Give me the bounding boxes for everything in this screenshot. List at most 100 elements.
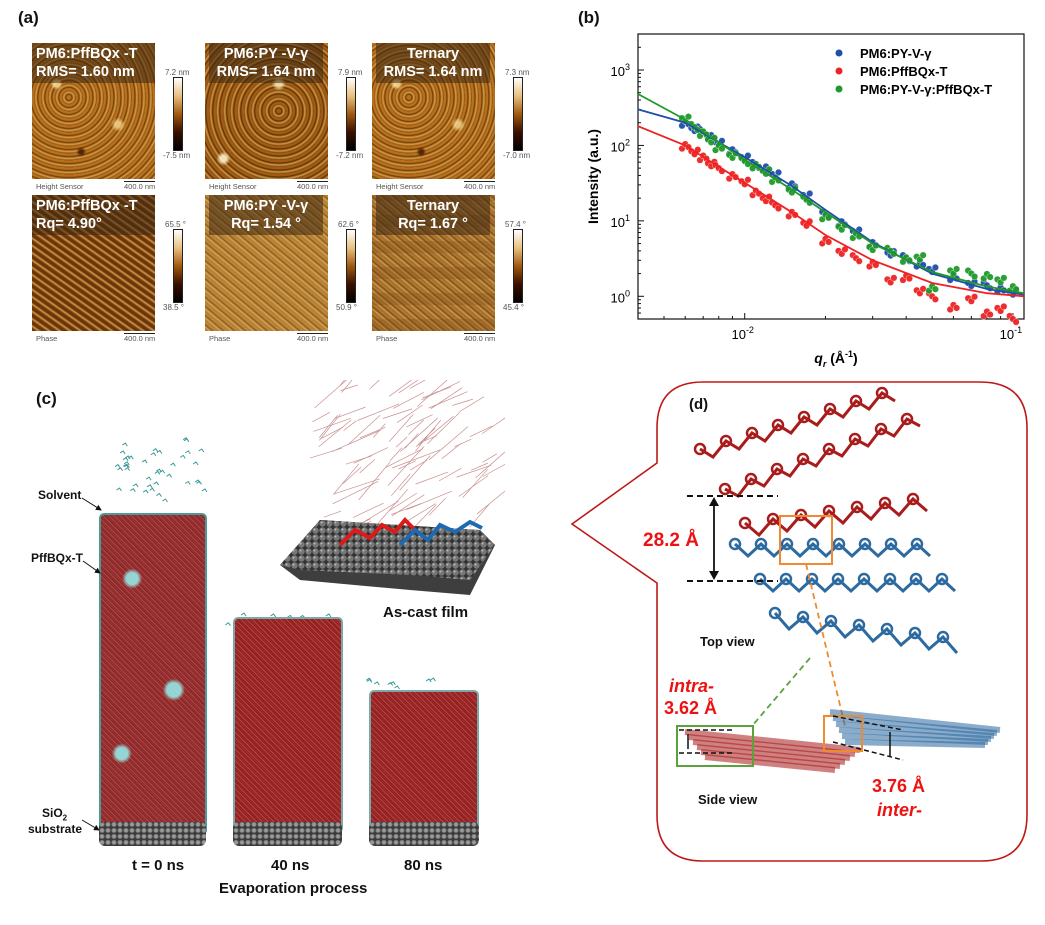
intra-highlight-box (676, 725, 754, 767)
solvent-molecule (142, 489, 149, 494)
fit-line (637, 93, 1025, 295)
color-scale-max: 7.2 nm (165, 68, 190, 77)
polymer-chain (309, 447, 342, 459)
solvent-molecule (132, 483, 139, 488)
afm-image-label: PM6:PY -V-γ RMS= 1.64 nm (209, 43, 323, 83)
polymer-chain (390, 474, 411, 497)
pffbqx-label: PffBQx-T (31, 551, 83, 565)
legend-marker (835, 85, 843, 93)
inter-distance-value: 3.76 Å (872, 776, 926, 796)
polymer-chain (456, 464, 492, 478)
data-point (890, 274, 898, 282)
afm-image-phase-1: PM6:PffBQx -T Rq= 4.90° (32, 195, 155, 331)
image-channel-caption: Phase (376, 334, 398, 343)
data-point (825, 238, 833, 246)
color-scale-min: 38.5 ° (163, 303, 184, 312)
x-axis-label: qr (Å-1) (814, 349, 857, 369)
color-scale-min: -7.0 nm (503, 151, 531, 160)
color-scale-min: 45.4 ° (503, 303, 524, 312)
aromatic-ring (909, 572, 923, 586)
polymer-chain (390, 503, 422, 515)
polymer-chain (395, 436, 408, 448)
top-view-label: Top view (700, 634, 755, 649)
as-cast-film-label: As-cast film (383, 604, 469, 621)
polymer-chain (476, 490, 505, 515)
donor-side-stack (704, 754, 836, 773)
sample-name: PM6:PffBQx -T (36, 198, 138, 214)
legend-label: PM6:PY-V-γ:PffBQx-T (860, 82, 992, 97)
polymer-chain (393, 392, 424, 409)
solvent-molecule (240, 612, 247, 617)
roughness-value: Rq= 1.67 ° (398, 216, 468, 232)
aromatic-ring (824, 614, 838, 628)
donor-side-stack (700, 749, 841, 769)
aromatic-ring (832, 537, 846, 551)
sample-name: PM6:PY -V-γ (223, 198, 309, 214)
roughness-value: RMS= 1.60 nm (36, 64, 135, 80)
side-view-label: Side view (698, 792, 758, 807)
solvent-molecule (152, 448, 159, 453)
color-scale-max: 65.5 ° (165, 220, 186, 229)
solvent-molecule (124, 467, 131, 472)
solvent-molecule (122, 463, 129, 468)
polymer-chain (341, 380, 353, 393)
fit-line (637, 108, 1025, 296)
polymer-chain (369, 380, 380, 390)
stacking-distance-label: 28.2 Å (643, 530, 699, 551)
aromatic-ring (806, 537, 820, 551)
color-scale-bar (513, 77, 523, 151)
image-channel-caption: Height Sensor (36, 182, 84, 191)
data-point (855, 257, 863, 265)
aromatic-ring (745, 426, 759, 440)
color-scale-max: 62.6 ° (338, 220, 359, 229)
md-box-40ns (233, 617, 343, 833)
polymer-chain (454, 438, 472, 448)
afm-image-label: PM6:PffBQx -T RMS= 1.60 nm (32, 43, 155, 83)
image-channel-caption: Phase (36, 334, 58, 343)
solvent-molecule (270, 613, 277, 618)
acceptor-side-stack (838, 727, 992, 742)
color-scale-max: 57.4 ° (505, 220, 526, 229)
sample-name: Ternary (406, 46, 460, 62)
inter-label: inter- (877, 800, 922, 820)
polymer-chain (458, 475, 489, 497)
solvent-molecule (198, 448, 205, 453)
scale-bar: 400.0 nm (124, 333, 156, 343)
data-point (684, 113, 692, 121)
polymer-chain (452, 398, 474, 406)
image-channel-caption: Height Sensor (376, 182, 424, 191)
data-point (1000, 274, 1008, 282)
data-point (919, 285, 927, 293)
solvent-molecule (387, 681, 394, 686)
x-tick-label: 10-1 (1000, 325, 1022, 342)
inter-highlight-box (823, 715, 863, 752)
substrate-label: substrate (28, 822, 83, 836)
polymer-chain (397, 404, 424, 423)
polymer-chain (481, 417, 505, 435)
y-tick-label: 103 (611, 62, 630, 79)
afm-image-label: Ternary RMS= 1.64 nm (376, 43, 490, 83)
solvent-molecule (373, 681, 380, 686)
spacing-arrowheads (709, 497, 719, 580)
solvent-molecule (150, 452, 157, 457)
solvent-molecule (162, 498, 168, 503)
panel-label-d: (d) (689, 396, 709, 413)
y-tick-label: 102 (611, 137, 630, 154)
polymer-chain (312, 412, 331, 423)
solvent-molecule (130, 488, 136, 492)
orange-zoom-line (805, 563, 846, 727)
solvent-molecule (156, 468, 162, 473)
polymer-chain (364, 500, 399, 522)
aromatic-ring (936, 630, 950, 644)
polymer-chain (332, 478, 380, 495)
aromatic-ring (858, 537, 872, 551)
solvent-molecule (225, 622, 231, 627)
aromatic-ring (883, 572, 897, 586)
solvent-molecule (166, 473, 172, 478)
afm-image-height-3: Ternary RMS= 1.64 nm (372, 43, 495, 179)
donor-side-stack (692, 739, 851, 761)
aromatic-ring (719, 434, 733, 448)
data-point (971, 273, 979, 281)
color-scale-max: 7.9 nm (338, 68, 363, 77)
aromatic-ring (797, 410, 811, 424)
